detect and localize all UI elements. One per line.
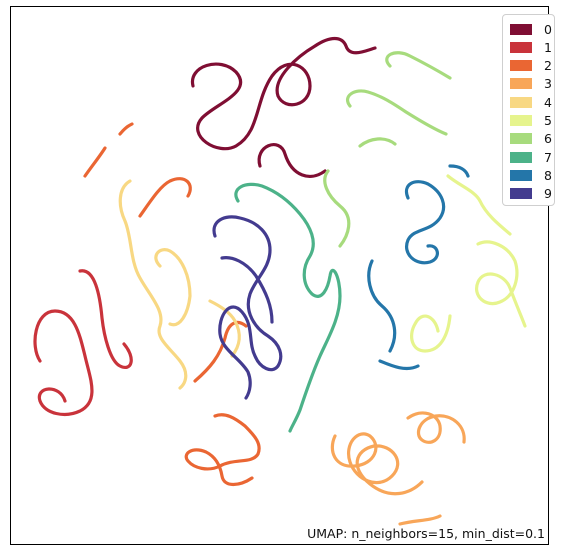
cluster-4-curve-1 bbox=[154, 248, 192, 327]
cluster-3-curve-0 bbox=[330, 432, 424, 496]
cluster-8-curve-2 bbox=[378, 359, 420, 371]
legend-item-8: 8 bbox=[510, 167, 552, 183]
cluster-0-curve-0 bbox=[191, 36, 377, 151]
cluster-0-curve-1 bbox=[257, 143, 327, 178]
cluster-7-curve-0 bbox=[234, 182, 342, 433]
legend-label: 9 bbox=[544, 186, 552, 202]
legend-label: 0 bbox=[544, 21, 552, 37]
legend-label: 2 bbox=[544, 58, 552, 74]
legend-swatch bbox=[510, 169, 532, 181]
legend-label: 4 bbox=[544, 94, 552, 110]
legend-label: 1 bbox=[544, 39, 552, 55]
cluster-3-curve-1 bbox=[406, 411, 466, 444]
cluster-6-curve-2 bbox=[323, 169, 351, 248]
legend-item-9: 9 bbox=[510, 186, 552, 202]
legend-swatch bbox=[510, 60, 532, 72]
legend-item-6: 6 bbox=[510, 131, 552, 147]
cluster-8-curve-3 bbox=[448, 164, 470, 178]
cluster-2-curve-4 bbox=[184, 413, 261, 487]
legend-item-2: 2 bbox=[510, 58, 552, 74]
legend-swatch bbox=[510, 115, 532, 126]
plot-area: 0 1 2 3 4 5 6 7 8 9 bbox=[10, 6, 555, 545]
legend-swatch bbox=[510, 96, 532, 108]
cluster-6-curve-1 bbox=[346, 89, 448, 136]
legend-item-0: 0 bbox=[510, 21, 552, 37]
legend-swatch bbox=[510, 41, 532, 53]
legend-label: 7 bbox=[544, 149, 552, 165]
legend-label: 5 bbox=[544, 113, 552, 128]
legend-swatch bbox=[510, 78, 532, 90]
umap-annotation: UMAP: n_neighbors=15, min_dist=0.1 bbox=[307, 526, 545, 541]
legend-swatch bbox=[510, 133, 532, 145]
legend-swatch bbox=[510, 23, 532, 35]
cluster-5-curve-2 bbox=[410, 314, 452, 353]
legend-swatch bbox=[510, 188, 532, 200]
legend-label: 3 bbox=[544, 76, 552, 92]
cluster-2-curve-1 bbox=[118, 122, 134, 136]
scatter-plot bbox=[10, 6, 549, 545]
legend-item-4: 4 bbox=[510, 94, 552, 110]
cluster-9-curve-0 bbox=[212, 215, 283, 400]
cluster-5-curve-1 bbox=[475, 240, 527, 328]
legend-label: 8 bbox=[544, 167, 552, 183]
legend-item-5: 5 bbox=[510, 113, 552, 128]
cluster-5-curve-0 bbox=[446, 174, 512, 236]
legend-item-3: 3 bbox=[510, 76, 552, 92]
cluster-4-curve-2 bbox=[208, 299, 241, 358]
cluster-2-curve-0 bbox=[83, 146, 107, 178]
cluster-6-curve-3 bbox=[358, 137, 397, 148]
cluster-2-curve-3 bbox=[193, 320, 248, 383]
cluster-2-curve-2 bbox=[138, 177, 192, 218]
legend-item-1: 1 bbox=[510, 39, 552, 55]
cluster-6-curve-0 bbox=[385, 51, 452, 80]
cluster-3-curve-2 bbox=[398, 514, 442, 526]
cluster-4-curve-0 bbox=[118, 179, 188, 390]
cluster-1-curve-0 bbox=[33, 309, 94, 416]
legend-item-7: 7 bbox=[510, 149, 552, 165]
cluster-9-curve-1 bbox=[220, 256, 274, 324]
cluster-curves bbox=[33, 36, 527, 526]
cluster-8-curve-1 bbox=[367, 259, 397, 353]
cluster-1-curve-1 bbox=[78, 269, 133, 369]
cluster-8-curve-0 bbox=[405, 180, 446, 265]
legend-swatch bbox=[510, 151, 532, 163]
legend-label: 6 bbox=[544, 131, 552, 147]
legend: 0 1 2 3 4 5 6 7 8 9 bbox=[502, 14, 555, 206]
